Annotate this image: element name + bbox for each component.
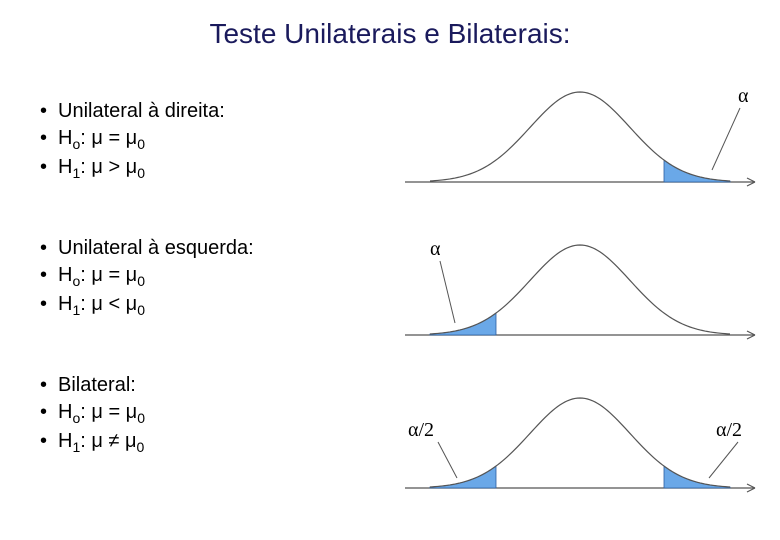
alpha-half-right-pointer	[709, 442, 738, 478]
figure-left-tail: α	[400, 223, 770, 358]
heading-left-text: Unilateral à esquerda:	[58, 237, 254, 259]
alpha-label: α	[430, 238, 441, 260]
content-area: •Unilateral à direita: •Ho: μ = μ0 •H1: …	[0, 60, 780, 529]
text-column: •Unilateral à direita: •Ho: μ = μ0 •H1: …	[40, 60, 400, 529]
alpha-half-right-label: α/2	[716, 419, 742, 441]
bell-curve-svg: α	[400, 223, 760, 353]
figure-column: α α α/2 α/2	[400, 60, 770, 529]
h0-left: •Ho: μ = μ0	[40, 264, 400, 289]
right-tail-fill	[664, 160, 730, 182]
heading-right-text: Unilateral à direita:	[58, 100, 225, 122]
h0-right: •Ho: μ = μ0	[40, 127, 400, 152]
h1-right: •H1: μ > μ0	[40, 156, 400, 181]
h1-two: •H1: μ ≠ μ0	[40, 430, 400, 455]
block-right-tail: •Unilateral à direita: •Ho: μ = μ0 •H1: …	[40, 100, 400, 181]
alpha-pointer	[712, 108, 740, 170]
heading-two: •Bilateral:	[40, 374, 400, 397]
bell-curve-svg: α	[400, 70, 760, 200]
figure-right-tail: α	[400, 70, 770, 205]
right-tail-fill	[664, 466, 730, 488]
heading-two-text: Bilateral:	[58, 374, 136, 396]
left-tail-fill	[430, 313, 496, 335]
page-title: Teste Unilaterais e Bilaterais:	[0, 0, 780, 60]
block-two-tail: •Bilateral: •Ho: μ = μ0 •H1: μ ≠ μ0	[40, 374, 400, 455]
h0-two: •Ho: μ = μ0	[40, 401, 400, 426]
block-left-tail: •Unilateral à esquerda: •Ho: μ = μ0 •H1:…	[40, 237, 400, 318]
alpha-half-left-pointer	[438, 442, 457, 478]
bell-curve-svg: α/2 α/2	[400, 376, 760, 506]
heading-right: •Unilateral à direita:	[40, 100, 400, 123]
bell-curve	[430, 245, 730, 334]
bell-curve	[430, 92, 730, 181]
heading-left: •Unilateral à esquerda:	[40, 237, 400, 260]
alpha-label: α	[738, 85, 749, 107]
alpha-pointer	[440, 261, 455, 323]
alpha-half-left-label: α/2	[408, 419, 434, 441]
left-tail-fill	[430, 466, 496, 488]
h1-left: •H1: μ < μ0	[40, 293, 400, 318]
figure-two-tail: α/2 α/2	[400, 376, 770, 511]
bell-curve	[430, 398, 730, 487]
